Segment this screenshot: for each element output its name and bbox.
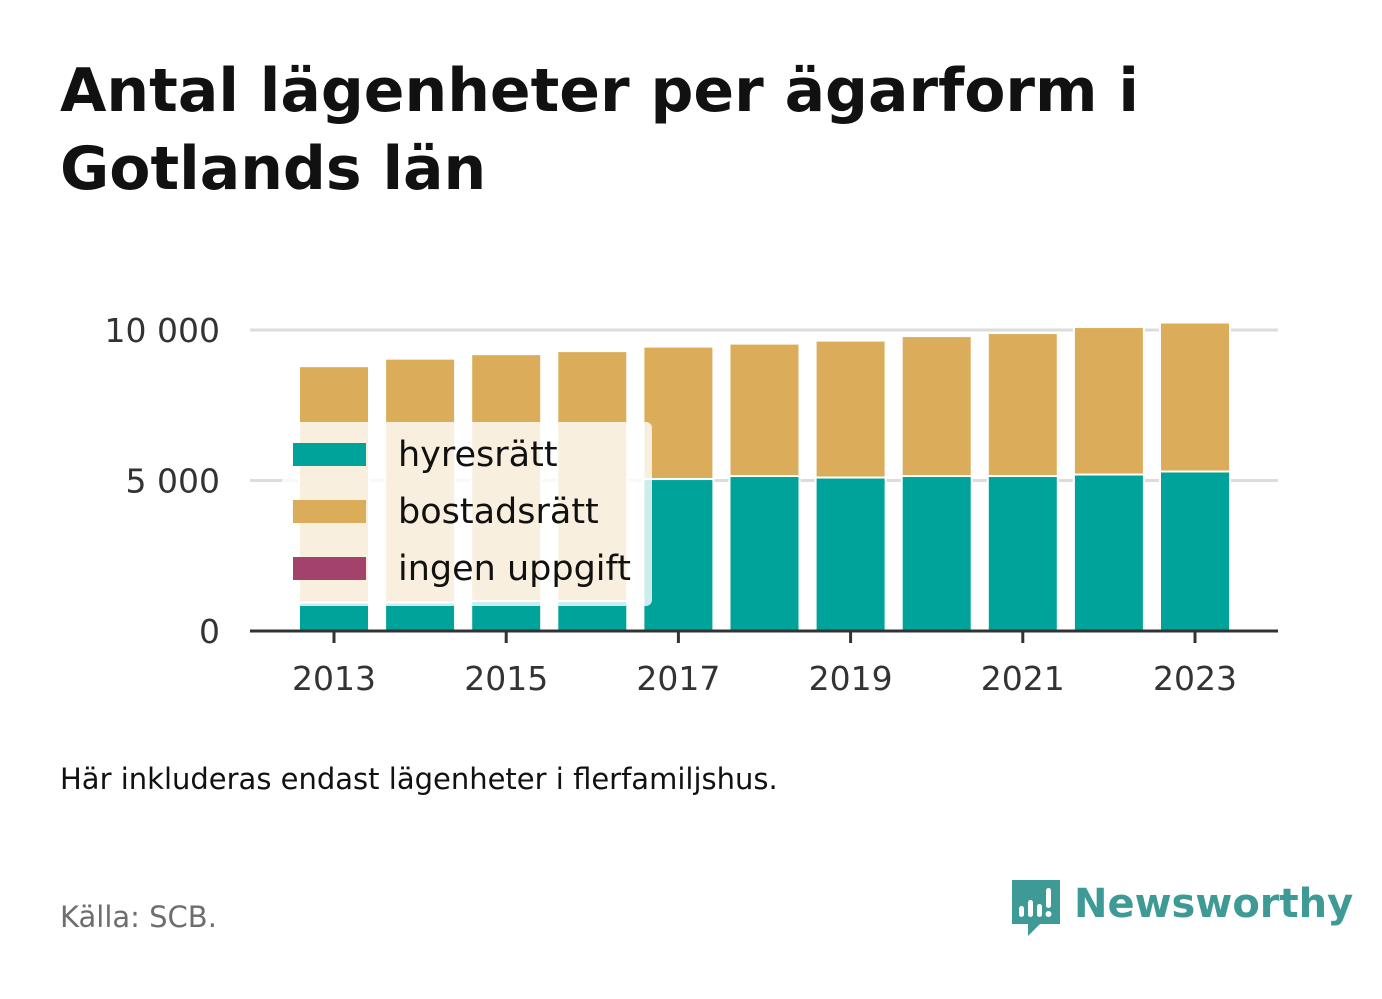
source-credit: Källa: SCB.	[60, 900, 217, 934]
legend-box	[282, 422, 652, 606]
legend-swatch	[293, 500, 366, 523]
bar-segment	[986, 332, 1059, 478]
bar-segment	[900, 475, 973, 633]
y-tick-label: 10 000	[105, 311, 220, 350]
bar-segment	[728, 342, 801, 478]
bar-segment	[1072, 326, 1145, 476]
bar-segment	[1159, 470, 1231, 632]
bar-segment	[1159, 321, 1231, 473]
bar-segment	[986, 475, 1059, 633]
chart-title: Antal lägenheter per ägarform i Gotlands…	[60, 56, 1139, 204]
brand-logo: Newsworthy	[1010, 878, 1353, 942]
bar-segment	[298, 601, 370, 633]
bar-segment	[1072, 473, 1145, 632]
y-tick-label: 0	[199, 612, 220, 651]
legend-swatch	[293, 557, 366, 580]
x-tick-label: 2013	[292, 659, 376, 698]
legend-label: ingen uppgift	[398, 549, 631, 589]
x-tick-label: 2023	[1153, 659, 1237, 698]
bar-segment	[814, 476, 887, 632]
legend: hyresrätt bostadsrätt ingen uppgift	[282, 422, 652, 606]
bar-segment	[642, 345, 715, 481]
stacked-bar-chart: 0 5 000 10 000 2013 2015 2017 2019 2021 2023 hyr…	[105, 311, 1278, 698]
newsworthy-logo-icon	[1012, 880, 1060, 936]
legend-label: bostadsrätt	[398, 492, 599, 532]
x-tick-label: 2019	[809, 659, 893, 698]
axes: 0 5 000 10 000 2013 2015 2017 2019 2021 2023	[105, 311, 1278, 698]
bar-segment	[642, 478, 715, 632]
bar-segment	[384, 601, 457, 633]
bar-segment	[900, 335, 973, 478]
bar-segment	[814, 339, 887, 479]
bar-segment	[728, 475, 801, 633]
chart-note: Här inkluderas endast lägenheter i flerf…	[60, 762, 778, 796]
x-tick-label: 2015	[464, 659, 548, 698]
brand-name: Newsworthy	[1074, 881, 1354, 927]
legend-swatch	[293, 443, 366, 466]
x-tick-label: 2017	[636, 659, 720, 698]
x-tick-label: 2021	[981, 659, 1065, 698]
y-tick-label: 5 000	[126, 462, 220, 501]
legend-label: hyresrätt	[398, 435, 558, 475]
